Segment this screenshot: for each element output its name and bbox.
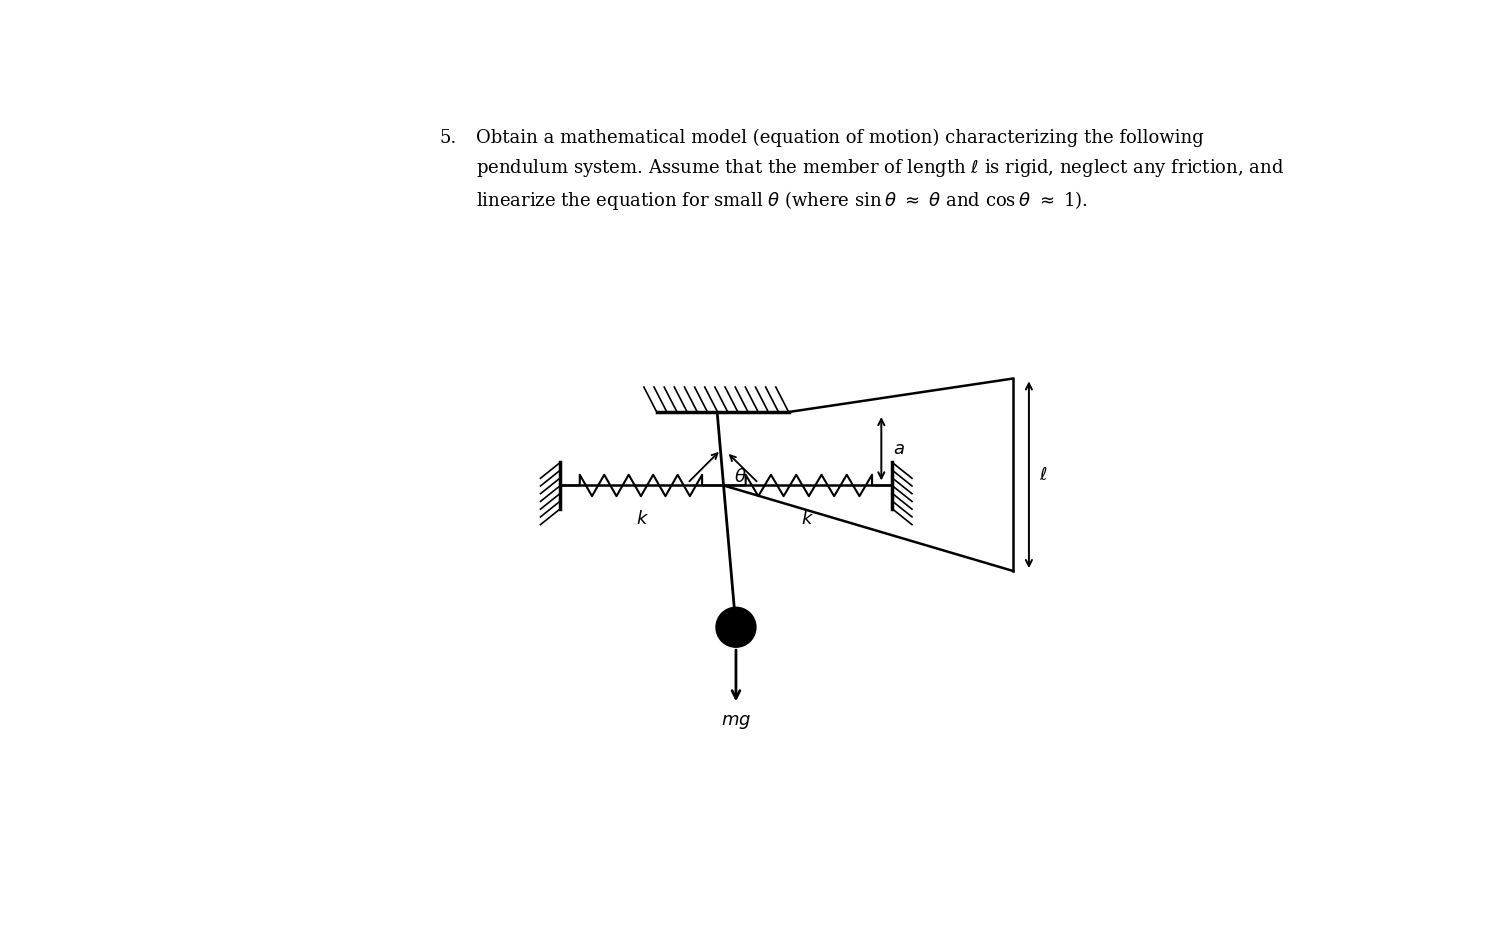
Text: $\ell$: $\ell$ bbox=[1039, 466, 1047, 483]
Text: $a$: $a$ bbox=[893, 440, 904, 457]
Text: $\theta$: $\theta$ bbox=[734, 468, 747, 485]
Text: $k$: $k$ bbox=[636, 510, 648, 529]
Text: $k$: $k$ bbox=[802, 510, 814, 529]
Circle shape bbox=[716, 607, 757, 647]
Text: Obtain a mathematical model (equation of motion) characterizing the following
pe: Obtain a mathematical model (equation of… bbox=[477, 129, 1284, 212]
Text: $mg$: $mg$ bbox=[720, 713, 750, 731]
Text: 5.: 5. bbox=[439, 129, 457, 147]
